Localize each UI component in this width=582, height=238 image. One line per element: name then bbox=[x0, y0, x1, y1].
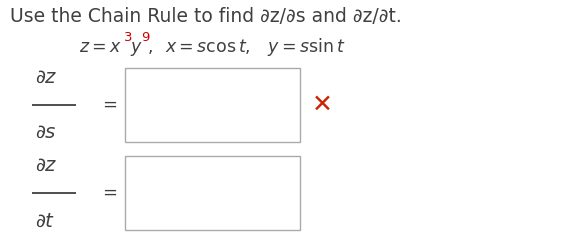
Text: ∂z: ∂z bbox=[35, 68, 55, 87]
FancyBboxPatch shape bbox=[125, 68, 300, 142]
Text: =: = bbox=[102, 184, 117, 202]
Text: $z = x$: $z = x$ bbox=[79, 38, 122, 56]
Text: Use the Chain Rule to find ∂z/∂s and ∂z/∂t.: Use the Chain Rule to find ∂z/∂s and ∂z/… bbox=[10, 7, 402, 26]
Text: ∂t: ∂t bbox=[35, 211, 52, 230]
Text: ∂z: ∂z bbox=[35, 156, 55, 175]
Text: ∂s: ∂s bbox=[35, 123, 55, 142]
Text: 3: 3 bbox=[125, 31, 133, 44]
Text: 9: 9 bbox=[141, 31, 150, 44]
Text: $y$: $y$ bbox=[130, 40, 143, 58]
FancyBboxPatch shape bbox=[125, 156, 300, 230]
Text: $,\;\;x = s\cos t,\;\;\;y = s\sin t$: $,\;\;x = s\cos t,\;\;\;y = s\sin t$ bbox=[147, 36, 346, 58]
Text: =: = bbox=[102, 96, 117, 114]
Text: ✕: ✕ bbox=[311, 93, 332, 117]
